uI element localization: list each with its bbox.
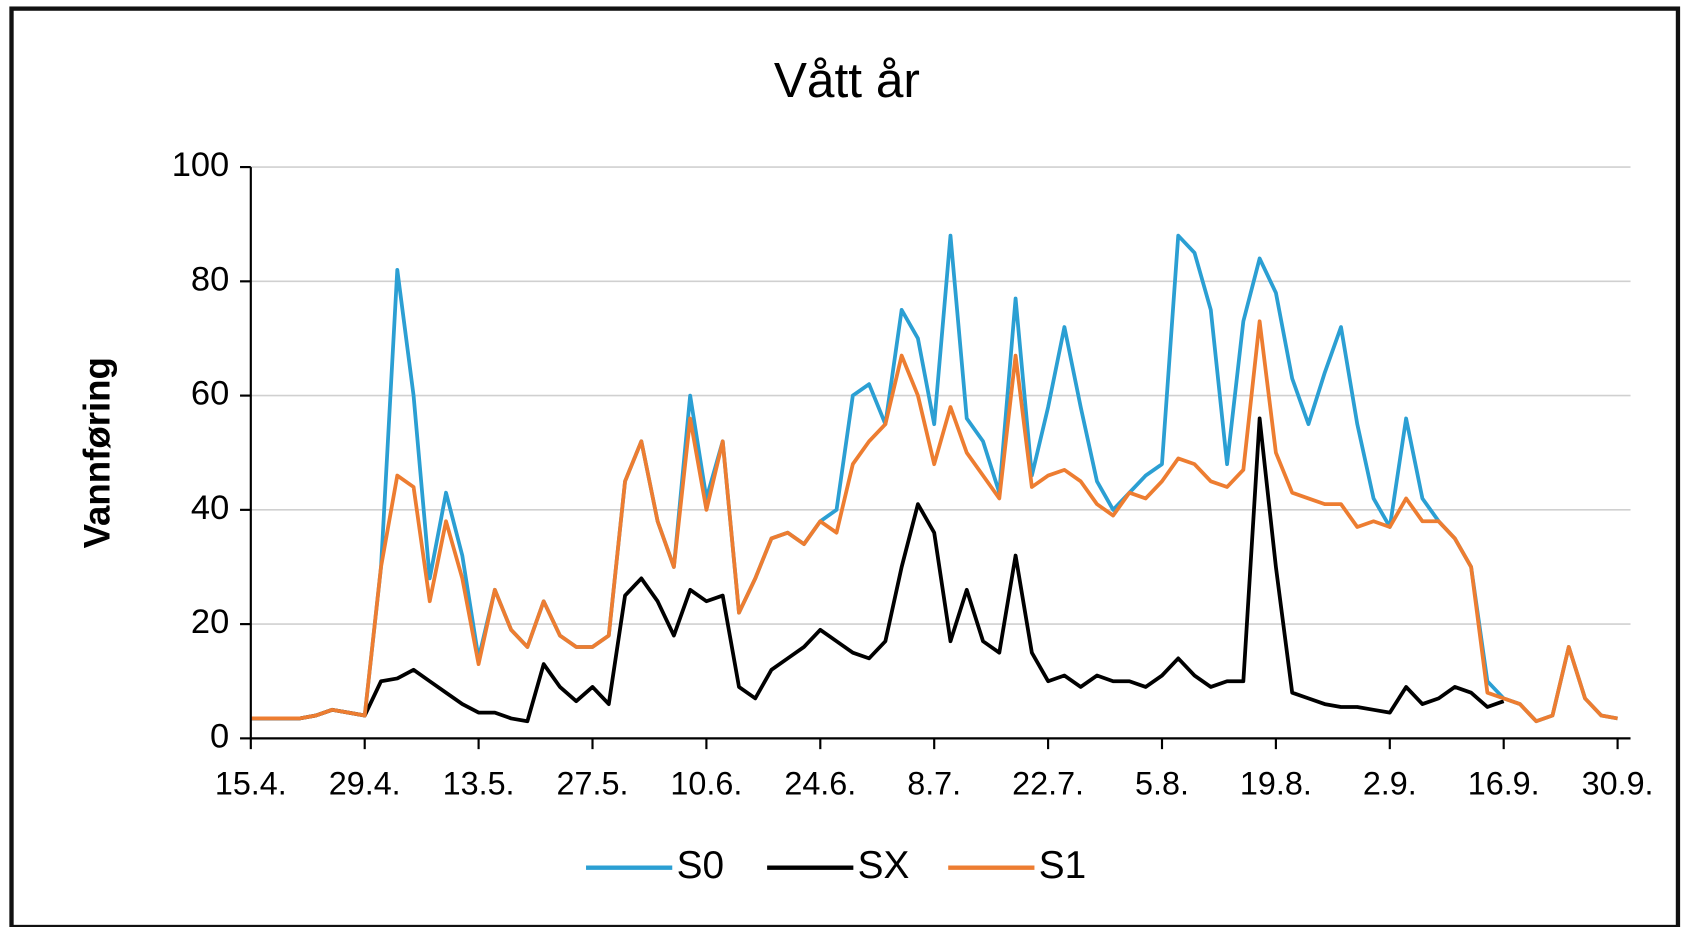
y-tick-label: 60 [191, 375, 229, 413]
y-tick-label: 100 [172, 146, 230, 184]
y-tick-label: 0 [210, 717, 229, 755]
chart-title: Vått år [774, 52, 920, 108]
x-tick-label: 15.4. [215, 765, 287, 801]
legend-label: S1 [1039, 844, 1086, 887]
x-tick-label: 16.9. [1468, 765, 1540, 801]
x-tick-label: 27.5. [557, 765, 629, 801]
legend-label: S0 [677, 844, 724, 887]
x-tick-label: 19.8. [1240, 765, 1312, 801]
series-line [250, 319, 1618, 724]
x-tick-label: 13.5. [443, 765, 515, 801]
y-tick-label: 20 [191, 603, 229, 641]
x-tick-label: 10.6. [670, 765, 742, 801]
y-tick-label: 80 [191, 260, 229, 298]
axes: 0 20 40 60 80 100 15.4. 29.4. 13.5. 27.5. 10.6. 24.… [172, 146, 1654, 801]
x-tick-label: 22.7. [1012, 765, 1084, 801]
legend-label: SX [858, 844, 910, 887]
x-tick-label: 24.6. [784, 765, 856, 801]
series-line [250, 416, 1505, 724]
x-tick-label: 2.9. [1363, 765, 1417, 801]
legend: S0 SX S1 [586, 844, 1086, 887]
y-axis-label: Vannføring [77, 357, 118, 548]
y-tick-label: 40 [191, 489, 229, 527]
plot-area [250, 233, 1618, 724]
x-tick-label: 5.8. [1135, 765, 1189, 801]
x-tick-label: 29.4. [329, 765, 401, 801]
x-tick-label: 30.9. [1582, 765, 1654, 801]
x-tick-label: 8.7. [907, 765, 961, 801]
